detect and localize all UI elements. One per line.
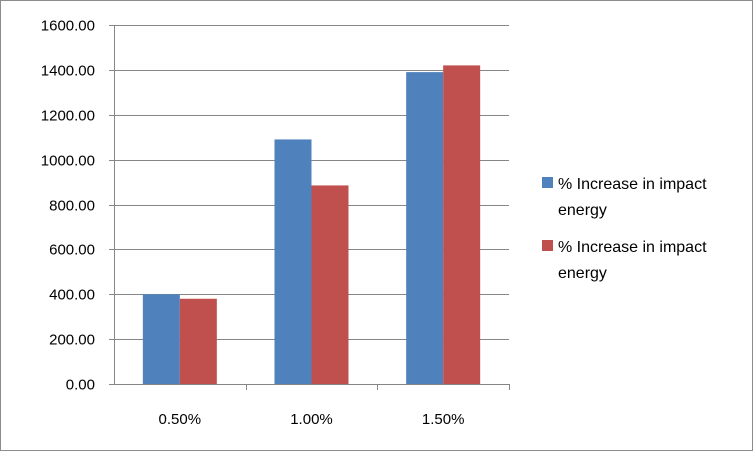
y-tick-label: 1600.00 (41, 18, 95, 35)
legend-label: % Increase in impact (558, 239, 707, 256)
bar (142, 294, 180, 384)
bar (274, 139, 312, 384)
x-axis-tick-labels: 0.50% 1.00% 1.50% (159, 411, 465, 428)
y-tick-label: 600.00 (49, 242, 95, 259)
y-tick-label: 0.00 (66, 377, 95, 394)
y-tick-label: 1000.00 (41, 153, 95, 170)
bar (311, 185, 349, 384)
bar (406, 72, 444, 385)
legend-swatch (542, 240, 553, 251)
legend-swatch (542, 177, 553, 188)
y-tick-label: 400.00 (49, 287, 95, 304)
y-tick-label: 800.00 (49, 198, 95, 215)
legend-label: % Increase in impact (558, 176, 707, 193)
legend: % Increase in impact energy % Increase in … (542, 176, 707, 282)
y-tick-label: 1200.00 (41, 108, 95, 125)
y-tick-label: 200.00 (49, 332, 95, 349)
x-tick-label: 1.50% (422, 411, 465, 428)
x-tick-label: 0.50% (159, 411, 202, 428)
axes (109, 25, 510, 390)
y-axis-tick-labels: 0.00 200.00 400.00 600.00 800.00 1000.00 1200.… (41, 18, 95, 394)
legend-label: energy (558, 202, 607, 219)
bar (179, 298, 217, 384)
bar (443, 65, 481, 384)
x-tick-label: 1.00% (290, 411, 333, 428)
legend-label: energy (558, 265, 607, 282)
bars (142, 65, 481, 385)
y-tick-label: 1400.00 (41, 63, 95, 80)
